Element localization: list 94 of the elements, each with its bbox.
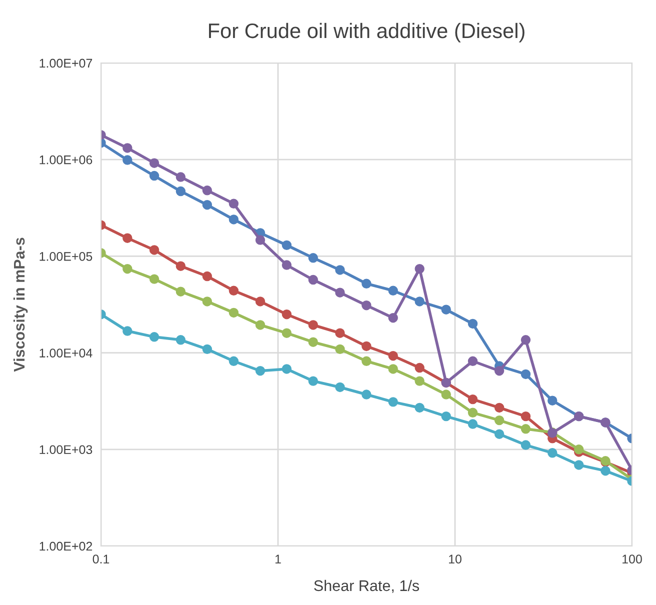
point [468,408,478,418]
point [149,158,160,168]
point [414,296,424,306]
point [176,286,186,296]
point [494,429,504,439]
point [149,245,160,255]
point [202,344,212,354]
point [176,335,186,345]
point [362,278,372,288]
point [388,350,398,361]
y-tick-label: 1.00E+07 [40,58,92,68]
point [176,261,186,271]
point [520,440,531,450]
point [468,356,478,366]
point [414,376,424,386]
point [520,424,531,434]
point [282,260,292,270]
point [600,466,610,476]
y-tick-label: 1.00E+04 [40,348,92,358]
point [228,356,239,366]
point [362,341,372,352]
x-tick-label: 10 [449,554,462,564]
point [441,304,451,314]
point [468,419,478,429]
point [202,271,212,282]
chart-title: For Crude oil with additive (Diesel) [209,22,524,42]
point [388,312,398,323]
point [282,309,292,320]
point [122,264,132,274]
x-tick-label: 100 [622,554,642,564]
point [520,411,531,422]
point [335,344,345,354]
point [520,335,531,345]
point [228,286,239,296]
point [202,200,212,210]
point [335,288,345,298]
point [149,170,160,181]
point [388,286,398,296]
point [282,364,292,374]
point [122,155,132,165]
point [122,143,132,153]
point [255,235,266,245]
point [548,396,558,406]
point [176,172,186,182]
point [282,240,292,250]
point [308,337,318,347]
point [149,332,160,342]
point [335,265,345,275]
point [362,390,372,400]
point [574,460,584,470]
point [441,411,451,422]
point [308,274,318,285]
point [335,328,345,338]
point [202,186,212,196]
point [388,397,398,407]
point [548,448,558,458]
point [228,198,239,209]
point [574,444,584,454]
x-tick-label: 1 [275,554,281,564]
point [335,382,345,392]
y-axis-title: Viscosity in mPa-s [13,238,28,372]
point [388,364,398,374]
point [122,233,132,243]
point [149,274,160,284]
x-tick-label: 0.1 [92,554,110,564]
point [468,318,478,329]
y-tick-label: 1.00E+02 [40,542,92,551]
point [308,253,318,263]
point [468,394,478,404]
point [362,356,372,366]
point [228,214,239,224]
y-tick-label: 1.00E+03 [40,445,92,454]
point [308,376,318,386]
x-axis-title: Shear Rate, 1/s [314,580,420,593]
point [414,264,424,274]
point [255,366,266,376]
point [308,320,318,330]
point [494,415,504,426]
point [362,300,372,310]
point [122,326,132,336]
point [414,402,424,413]
point [414,362,424,373]
point [494,402,504,413]
point [202,296,212,306]
point [176,186,186,196]
point [520,369,531,380]
y-tick-label: 1.00E+06 [40,155,92,164]
y-tick-label: 1.00E+05 [40,252,92,261]
point [494,366,504,376]
point [228,308,239,318]
point [282,328,292,338]
point [441,390,451,400]
point [255,296,266,306]
point [255,320,266,330]
